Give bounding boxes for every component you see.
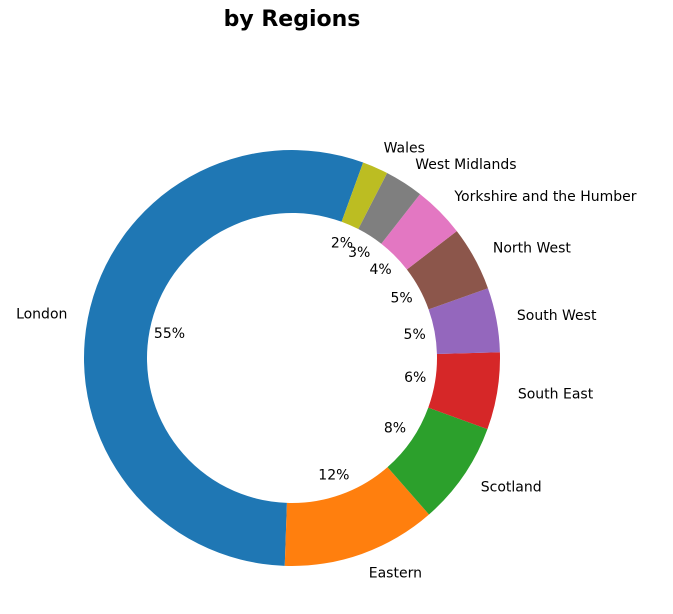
slice-label: Yorkshire and the Humber (453, 189, 636, 205)
percent-label: 12% (318, 468, 349, 484)
donut-slice (84, 150, 364, 566)
donut-slice (428, 352, 500, 430)
chart-title: by Regions (224, 7, 361, 32)
donut-slice (358, 173, 421, 244)
percent-label: 55% (154, 326, 185, 342)
slice-label: London (16, 306, 67, 322)
donut-slice (381, 194, 457, 270)
donut-slice (406, 231, 488, 310)
percent-label: 5% (404, 327, 426, 343)
percent-label: 2% (331, 236, 353, 252)
donut-slice (341, 162, 388, 230)
percent-label: 8% (384, 421, 406, 437)
slice-label: Scotland (481, 479, 542, 495)
donut-slice (428, 288, 500, 354)
donut-slice (284, 467, 430, 566)
percent-label: 3% (348, 245, 370, 261)
percent-label: 6% (404, 370, 426, 386)
donut-slice (387, 407, 488, 515)
slice-label: West Midlands (415, 157, 516, 173)
percent-label: 4% (369, 262, 391, 278)
percent-label: 5% (390, 290, 412, 306)
slice-label: North West (493, 240, 572, 256)
slice-label: Eastern (369, 566, 422, 582)
slice-label: South West (517, 308, 597, 324)
slice-label: South East (518, 387, 594, 403)
slice-label: Wales (384, 140, 425, 156)
